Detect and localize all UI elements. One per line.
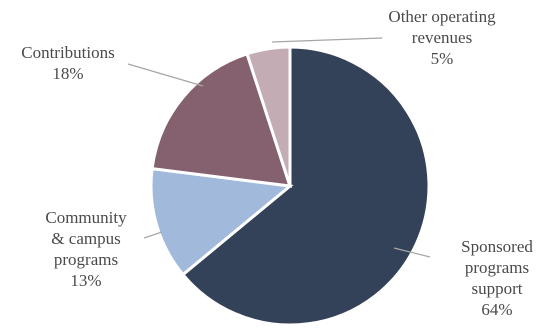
slice-label: Sponsored programs support 64%: [461, 237, 533, 319]
slice-label: Contributions 18%: [21, 43, 115, 83]
slice-percent-label: 64%: [481, 300, 512, 319]
slice-percent-label: 5%: [431, 49, 454, 68]
slice-label: Other operating revenues 5%: [388, 7, 496, 68]
slice-label-line: revenues: [412, 28, 472, 47]
leader-line: [127, 63, 204, 87]
slice-label-line: Contributions: [21, 43, 115, 62]
slice-label-line: Sponsored: [461, 237, 533, 256]
pie-slice: [149, 166, 294, 277]
slice-label-line: & campus: [51, 229, 120, 248]
pie-slice: [180, 45, 431, 327]
slice-label-line: support: [472, 279, 523, 298]
leader-line: [143, 231, 163, 239]
slice-label-line: programs: [465, 258, 529, 277]
slice-label: Community & campus programs 13%: [45, 208, 127, 290]
pie-slice: [150, 51, 293, 188]
slice-label-line: programs: [54, 250, 118, 269]
slice-percent-label: 13%: [70, 271, 101, 290]
pie-slice: [245, 45, 292, 187]
slice-label-line: Other operating: [388, 7, 496, 26]
slice-percent-label: 18%: [52, 64, 83, 83]
slice-label-line: Community: [45, 208, 127, 227]
leader-line: [271, 37, 383, 43]
leader-line: [393, 247, 431, 258]
